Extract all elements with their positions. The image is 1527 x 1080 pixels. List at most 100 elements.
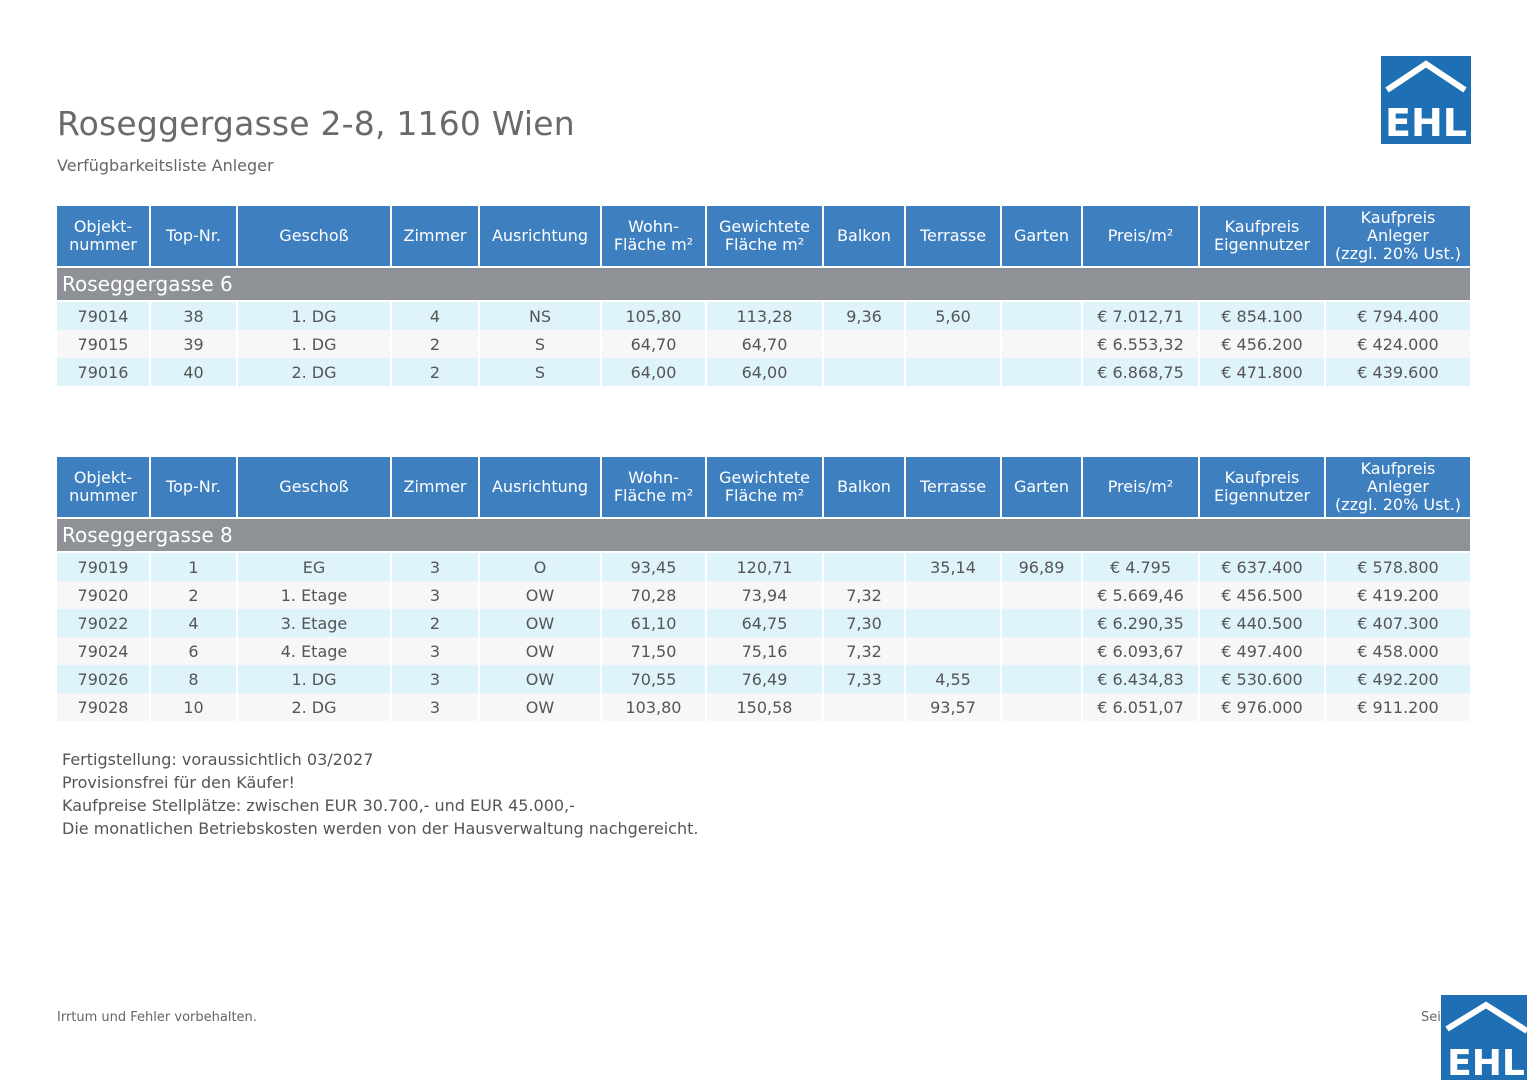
cell-ausrichtung: S [479, 358, 602, 386]
cell-zimmer: 3 [391, 637, 480, 665]
ehl-logo: EHL [1381, 56, 1471, 144]
column-header-line: Fläche m² [613, 235, 694, 254]
cell-garten: 96,89 [1001, 552, 1083, 581]
cell-terrasse [905, 358, 1002, 386]
cell-wohnflaeche: 93,45 [601, 552, 707, 581]
column-header-line: Objekt- [73, 468, 133, 487]
cell-geschoss: 1. Etage [237, 581, 392, 609]
cell-preis-pro-m2: € 6.434,83 [1082, 665, 1200, 693]
cell-ausrichtung: OW [479, 665, 602, 693]
column-header-line: Zimmer [403, 477, 467, 496]
column-header-line: nummer [69, 486, 137, 505]
column-header-preis-pro-m2: Preis/m² [1082, 206, 1200, 267]
column-header-line: Eigennutzer [1213, 486, 1311, 505]
cell-geschoss: 2. DG [237, 693, 392, 721]
cell-garten [1001, 693, 1083, 721]
table-row: 79019 1 EG 3 O 93,45 120,71 35,14 96,89 € 4.795 € … [57, 552, 1470, 581]
table-row: 79026 8 1. DG 3 OW 70,55 76,49 7,33 4,55 € 6.434,… [57, 665, 1470, 693]
cell-wohnflaeche: 70,55 [601, 665, 707, 693]
column-header-garten: Garten [1001, 457, 1083, 518]
cell-kaufpreis-anleger: € 439.600 [1325, 358, 1470, 386]
cell-kaufpreis-anleger: € 458.000 [1325, 637, 1470, 665]
cell-balkon [823, 330, 906, 358]
cell-top-nr: 2 [150, 581, 238, 609]
cell-objektnummer: 79019 [57, 552, 151, 581]
cell-balkon: 7,32 [823, 581, 906, 609]
group-title: Roseggergasse 8 [57, 517, 1470, 553]
cell-kaufpreis-anleger: € 578.800 [1325, 552, 1470, 581]
column-header-line: Top-Nr. [166, 477, 221, 496]
column-header-top-nr: Top-Nr. [150, 206, 238, 267]
cell-objektnummer: 79020 [57, 581, 151, 609]
column-header-line: Gewichtete [719, 468, 810, 487]
cell-geschoss: EG [237, 552, 392, 581]
column-header-line: (zzgl. 20% Ust.) [1334, 495, 1462, 514]
cell-balkon: 7,33 [823, 665, 906, 693]
cell-zimmer: 2 [391, 609, 480, 637]
cell-zimmer: 3 [391, 693, 480, 721]
cell-geschoss: 1. DG [237, 330, 392, 358]
column-header-line: Gewichtete [719, 217, 810, 236]
column-header-line: Terrasse [919, 226, 987, 245]
cell-objektnummer: 79022 [57, 609, 151, 637]
column-header-terrasse: Terrasse [905, 206, 1002, 267]
cell-wohnflaeche: 70,28 [601, 581, 707, 609]
cell-ausrichtung: OW [479, 581, 602, 609]
cell-terrasse [905, 637, 1002, 665]
column-header-gewichtete-flaeche: Gewichtete Fläche m² [706, 206, 824, 267]
cell-terrasse: 4,55 [905, 665, 1002, 693]
footer-disclaimer: Irrtum und Fehler vorbehalten. [57, 1010, 257, 1025]
cell-terrasse [905, 330, 1002, 358]
table-row: 79020 2 1. Etage 3 OW 70,28 73,94 7,32 € 5.669,4… [57, 581, 1470, 609]
cell-kaufpreis-anleger: € 419.200 [1325, 581, 1470, 609]
availability-table-roseggergasse-8: Objekt-nummer Top-Nr. Geschoß Zimmer Ausrich… [57, 457, 1470, 721]
cell-kaufpreis-eigennutzer: € 471.800 [1199, 358, 1326, 386]
column-header-kaufpreis-anleger: Kaufpreis Anleger (zzgl. 20% Ust.) [1325, 457, 1470, 518]
column-header-line: Balkon [837, 477, 891, 496]
cell-preis-pro-m2: € 7.012,71 [1082, 301, 1200, 330]
cell-geschoss: 3. Etage [237, 609, 392, 637]
logo-text: EHL [1385, 101, 1467, 144]
cell-kaufpreis-eigennutzer: € 456.200 [1199, 330, 1326, 358]
column-header-line: Geschoß [279, 226, 349, 245]
column-header-geschoss: Geschoß [237, 206, 392, 267]
cell-preis-pro-m2: € 6.868,75 [1082, 358, 1200, 386]
cell-kaufpreis-eigennutzer: € 976.000 [1199, 693, 1326, 721]
cell-preis-pro-m2: € 6.290,35 [1082, 609, 1200, 637]
cell-geschoss: 1. DG [237, 301, 392, 330]
column-header-line: nummer [69, 235, 137, 254]
column-header-line: Preis/m² [1107, 477, 1174, 496]
cell-geschoss: 1. DG [237, 665, 392, 693]
cell-balkon: 7,32 [823, 637, 906, 665]
cell-ausrichtung: NS [479, 301, 602, 330]
cell-terrasse: 93,57 [905, 693, 1002, 721]
cell-kaufpreis-anleger: € 794.400 [1325, 301, 1470, 330]
cell-wohnflaeche: 64,00 [601, 358, 707, 386]
column-header-line: Kaufpreis [1360, 208, 1436, 227]
cell-objektnummer: 79028 [57, 693, 151, 721]
column-header-preis-pro-m2: Preis/m² [1082, 457, 1200, 518]
cell-garten [1001, 358, 1083, 386]
cell-top-nr: 39 [150, 330, 238, 358]
cell-balkon: 9,36 [823, 301, 906, 330]
cell-top-nr: 40 [150, 358, 238, 386]
column-header-objektnummer: Objekt-nummer [57, 206, 151, 267]
cell-kaufpreis-eigennutzer: € 637.400 [1199, 552, 1326, 581]
note-parking-prices: Kaufpreise Stellplätze: zwischen EUR 30.… [62, 796, 575, 815]
column-header-ausrichtung: Ausrichtung [479, 457, 602, 518]
cell-garten [1001, 330, 1083, 358]
cell-garten [1001, 637, 1083, 665]
column-header-kaufpreis-anleger: Kaufpreis Anleger (zzgl. 20% Ust.) [1325, 206, 1470, 267]
column-header-kaufpreis-eigennutzer: Kaufpreis Eigennutzer [1199, 206, 1326, 267]
column-header-kaufpreis-eigennutzer: Kaufpreis Eigennutzer [1199, 457, 1326, 518]
column-header-line: Fläche m² [724, 235, 805, 254]
cell-geschoss: 2. DG [237, 358, 392, 386]
ehl-logo-footer: EHL [1441, 995, 1527, 1080]
cell-objektnummer: 79016 [57, 358, 151, 386]
column-header-terrasse: Terrasse [905, 457, 1002, 518]
cell-gewichtete-flaeche: 150,58 [706, 693, 824, 721]
column-header-line: Kaufpreis [1224, 217, 1300, 236]
footer-page-label: Sei [1421, 1010, 1441, 1025]
cell-top-nr: 1 [150, 552, 238, 581]
cell-wohnflaeche: 71,50 [601, 637, 707, 665]
